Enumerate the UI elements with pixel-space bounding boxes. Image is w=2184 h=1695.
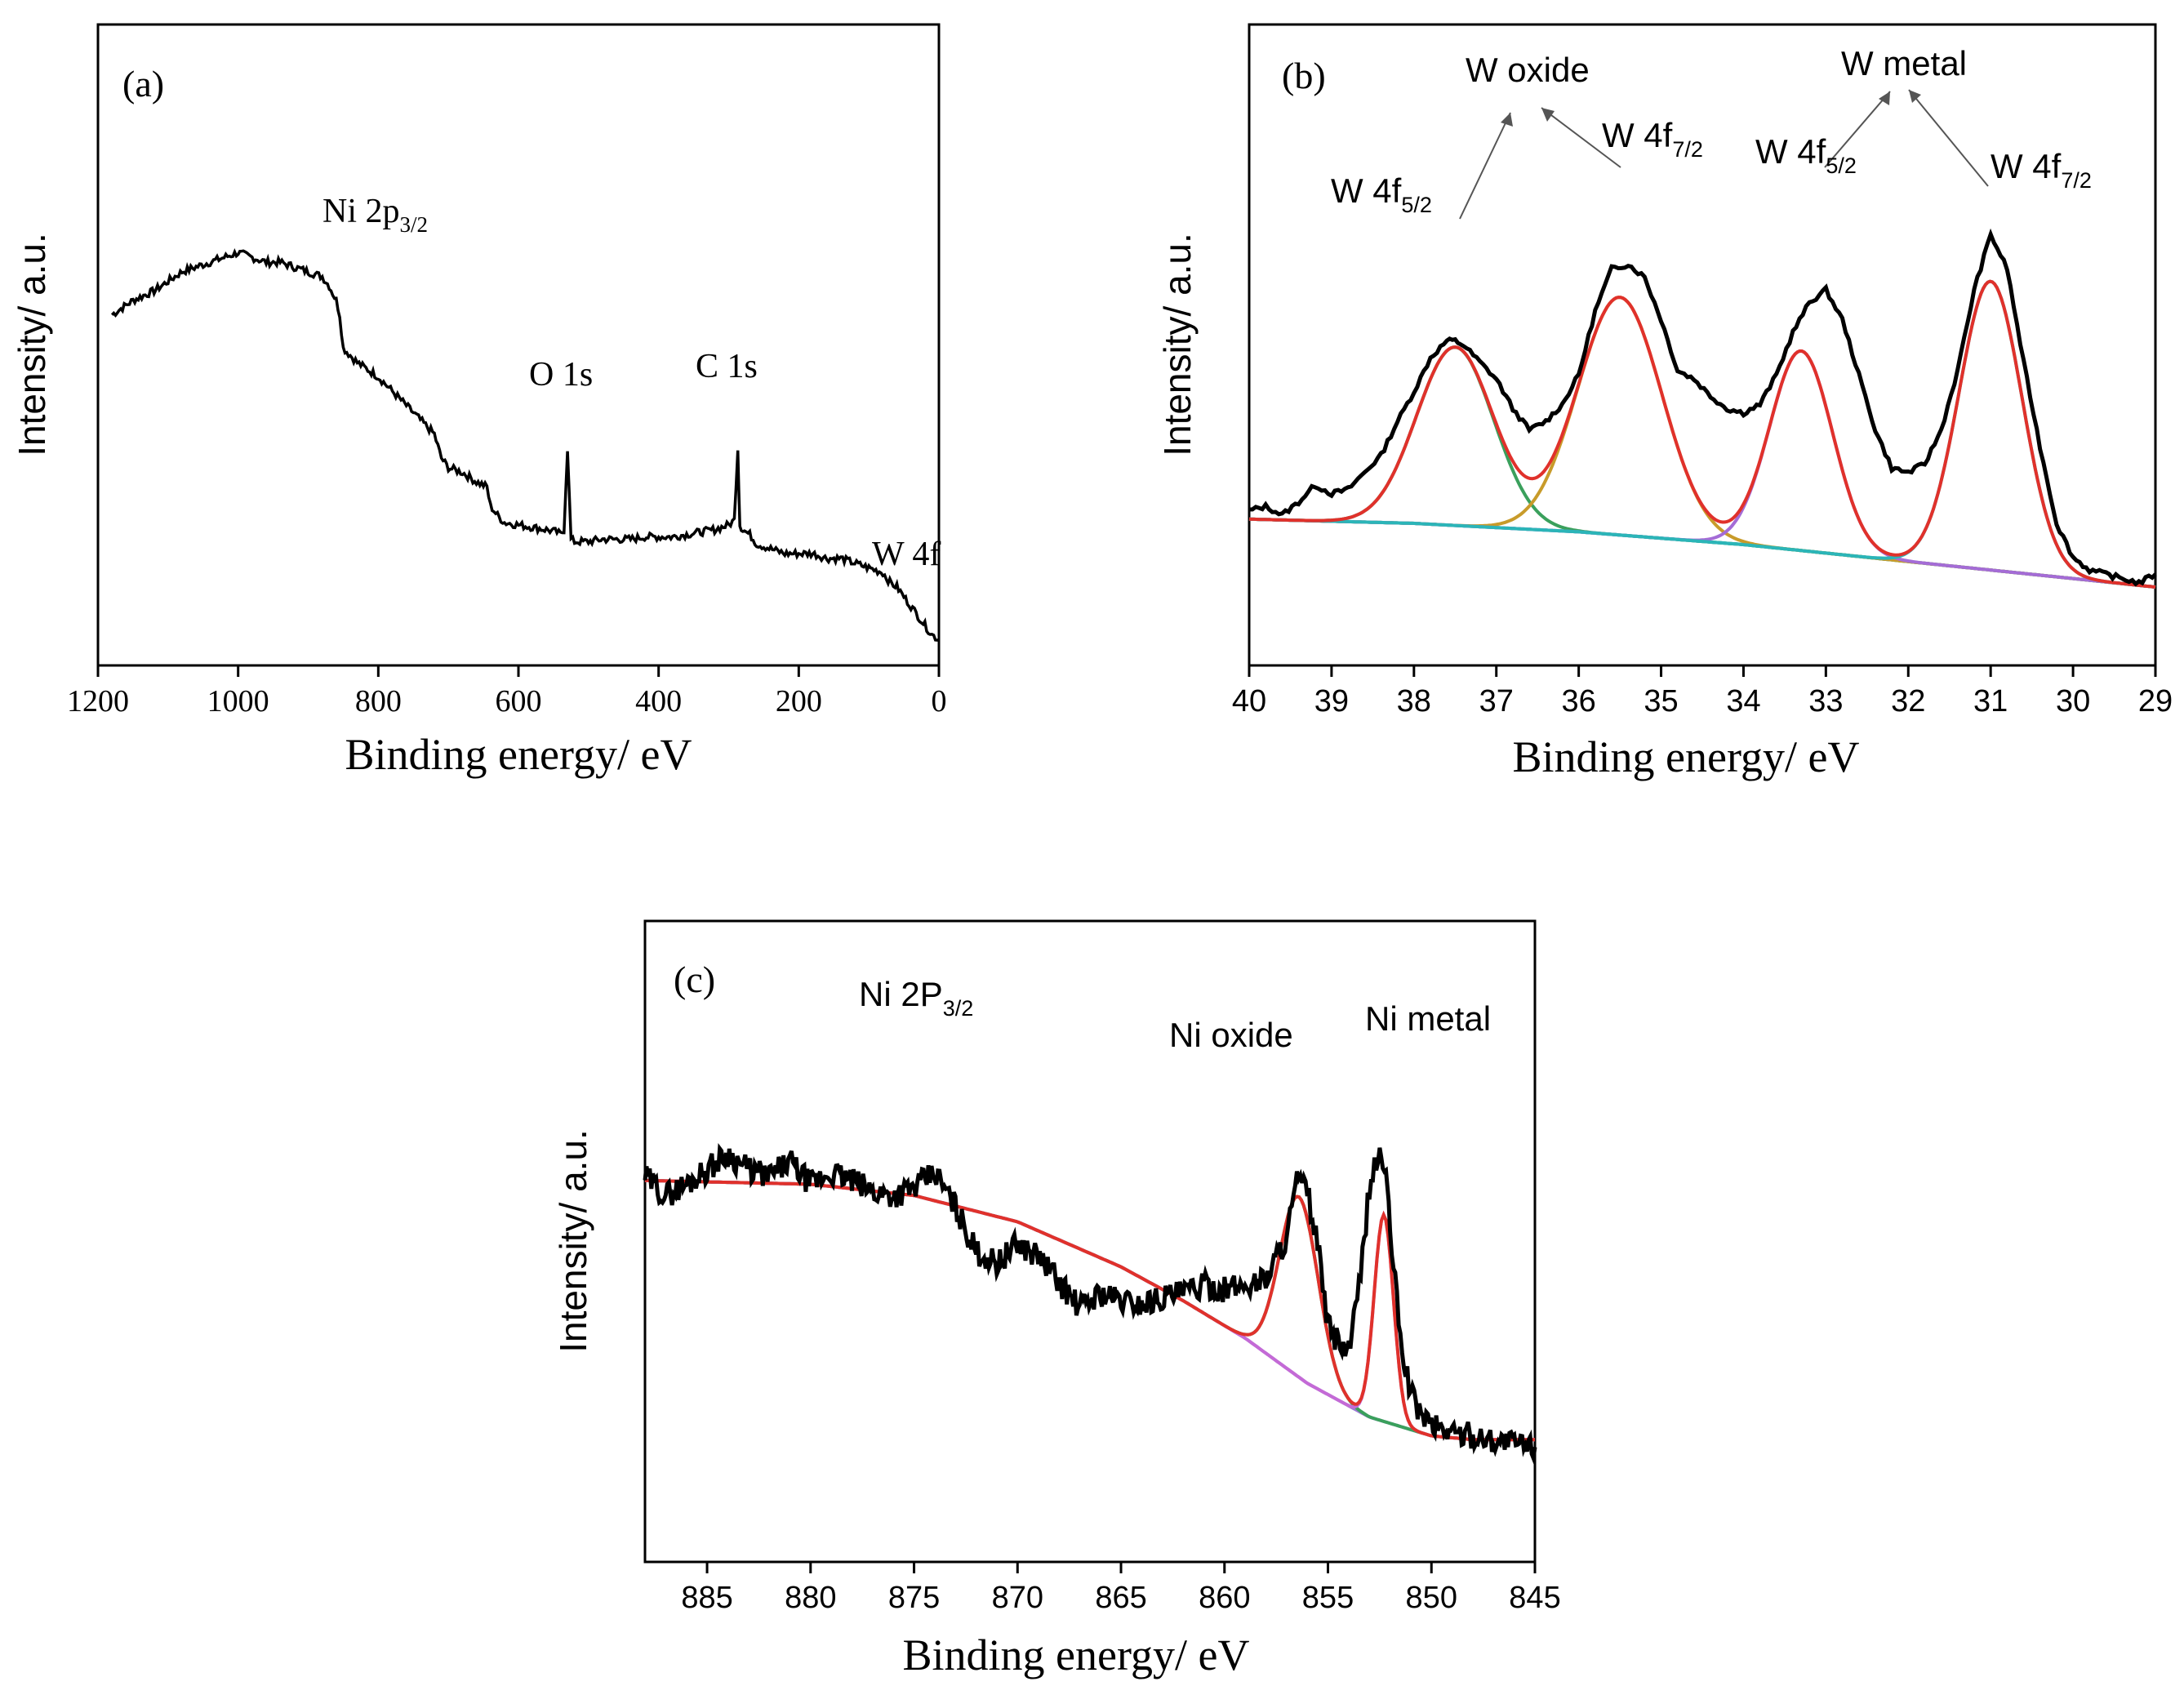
panel-b: 40 39 38 37 36 35 34 33 32 31 30 29 (b) W oxide W m… bbox=[1156, 23, 2173, 781]
plot-frame-b bbox=[1248, 23, 2157, 667]
annotation-w-oxide: W oxide bbox=[1466, 51, 1590, 89]
x-tick-label-b-2: 38 bbox=[1397, 684, 1431, 718]
annotation-metal-4f72: W 4f7/2 bbox=[1991, 147, 2092, 193]
x-tick-label-c-4: 865 bbox=[1095, 1581, 1146, 1615]
envelope-curve-b bbox=[1248, 279, 2156, 589]
panel-label-a: (a) bbox=[122, 63, 164, 105]
x-tick-label-c-6: 855 bbox=[1302, 1581, 1354, 1615]
annotation-metal-4f52: W 4f5/2 bbox=[1755, 132, 1857, 178]
x-tick-label-b-6: 34 bbox=[1726, 684, 1760, 718]
x-tick-label-b-10: 30 bbox=[2056, 684, 2090, 718]
x-tick-label-a-4: 400 bbox=[635, 684, 682, 718]
y-axis-label-c: Intensity/ a.u. bbox=[552, 1129, 594, 1353]
arrow-heads-b bbox=[1501, 90, 1921, 127]
plot-frame-a bbox=[96, 23, 941, 667]
x-tick-label-b-5: 35 bbox=[1644, 684, 1678, 718]
x-axis-label-a: Binding energy/ eV bbox=[345, 730, 692, 779]
survey-spectrum-line bbox=[110, 247, 940, 642]
background-curve-b bbox=[1248, 517, 2156, 589]
panel-c: 885 880 875 870 865 860 855 850 845 (c) Ni 2P3/2… bbox=[552, 919, 1561, 1679]
x-axis-label-b: Binding energy/ eV bbox=[1513, 732, 1860, 781]
x-tick-label-b-1: 39 bbox=[1314, 684, 1349, 718]
fit-curves-c bbox=[644, 1178, 1535, 1442]
x-tick-label-c-3: 870 bbox=[992, 1581, 1043, 1615]
panel-label-b: (b) bbox=[1282, 55, 1326, 96]
x-tick-label-a-5: 200 bbox=[776, 684, 822, 718]
panel-a: 1200 1000 800 600 400 200 0 (a) Ni 2p3/2 O 1s … bbox=[11, 23, 947, 779]
x-tick-label-a-6: 0 bbox=[932, 684, 947, 718]
x-tick-label-a-3: 600 bbox=[496, 684, 542, 718]
experimental-spectrum-b bbox=[1248, 228, 2157, 587]
x-tick-label-b-4: 36 bbox=[1561, 684, 1595, 718]
annotation-ni-2p32: Ni 2P3/2 bbox=[859, 975, 973, 1021]
annotation-ni-2p: Ni 2p3/2 bbox=[322, 193, 428, 237]
experimental-spectrum-c bbox=[643, 1142, 1537, 1466]
annotation-ni-oxide: Ni oxide bbox=[1169, 1016, 1293, 1054]
x-tick-label-b-0: 40 bbox=[1232, 684, 1266, 718]
annotation-oxide-4f52: W 4f5/2 bbox=[1331, 171, 1432, 217]
x-ticks-a: 1200 1000 800 600 400 200 0 bbox=[67, 665, 947, 718]
x-tick-label-b-11: 29 bbox=[2138, 684, 2173, 718]
x-ticks-c: 885 880 875 870 865 860 855 850 845 bbox=[681, 1562, 1561, 1615]
x-tick-label-c-5: 860 bbox=[1199, 1581, 1250, 1615]
fit-curves-b bbox=[1248, 279, 2156, 589]
x-tick-label-b-8: 32 bbox=[1891, 684, 1925, 718]
annotation-w-metal: W metal bbox=[1841, 44, 1967, 82]
x-tick-label-b-3: 37 bbox=[1479, 684, 1514, 718]
x-tick-label-c-8: 845 bbox=[1509, 1581, 1560, 1615]
x-tick-label-c-1: 880 bbox=[785, 1581, 836, 1615]
annotation-c-1s: C 1s bbox=[696, 348, 758, 385]
x-tick-label-a-1: 1000 bbox=[207, 684, 269, 718]
annotation-ni-metal: Ni metal bbox=[1365, 999, 1491, 1038]
annotation-w-4f: W 4f bbox=[872, 536, 941, 573]
annotation-o-1s: O 1s bbox=[529, 356, 593, 394]
annotation-arrows-b bbox=[1459, 89, 1989, 220]
y-axis-label-b: Intensity/ a.u. bbox=[1156, 233, 1199, 456]
x-tick-label-a-2: 800 bbox=[355, 684, 402, 718]
x-ticks-b: 40 39 38 37 36 35 34 33 32 31 30 29 bbox=[1232, 665, 2173, 718]
y-axis-label-a: Intensity/ a.u. bbox=[11, 233, 53, 456]
x-tick-label-b-7: 33 bbox=[1808, 684, 1843, 718]
x-axis-label-c: Binding energy/ eV bbox=[903, 1630, 1250, 1679]
panel-label-c: (c) bbox=[674, 959, 715, 1000]
x-tick-label-b-9: 31 bbox=[1973, 684, 2008, 718]
annotation-oxide-4f72: W 4f7/2 bbox=[1602, 116, 1703, 162]
x-tick-label-c-7: 850 bbox=[1406, 1581, 1457, 1615]
envelope-curve-c bbox=[644, 1178, 1535, 1442]
x-tick-label-c-2: 875 bbox=[888, 1581, 940, 1615]
x-tick-label-a-0: 1200 bbox=[67, 684, 129, 718]
plot-frame-c bbox=[643, 919, 1537, 1564]
x-tick-label-c-0: 885 bbox=[681, 1581, 732, 1615]
